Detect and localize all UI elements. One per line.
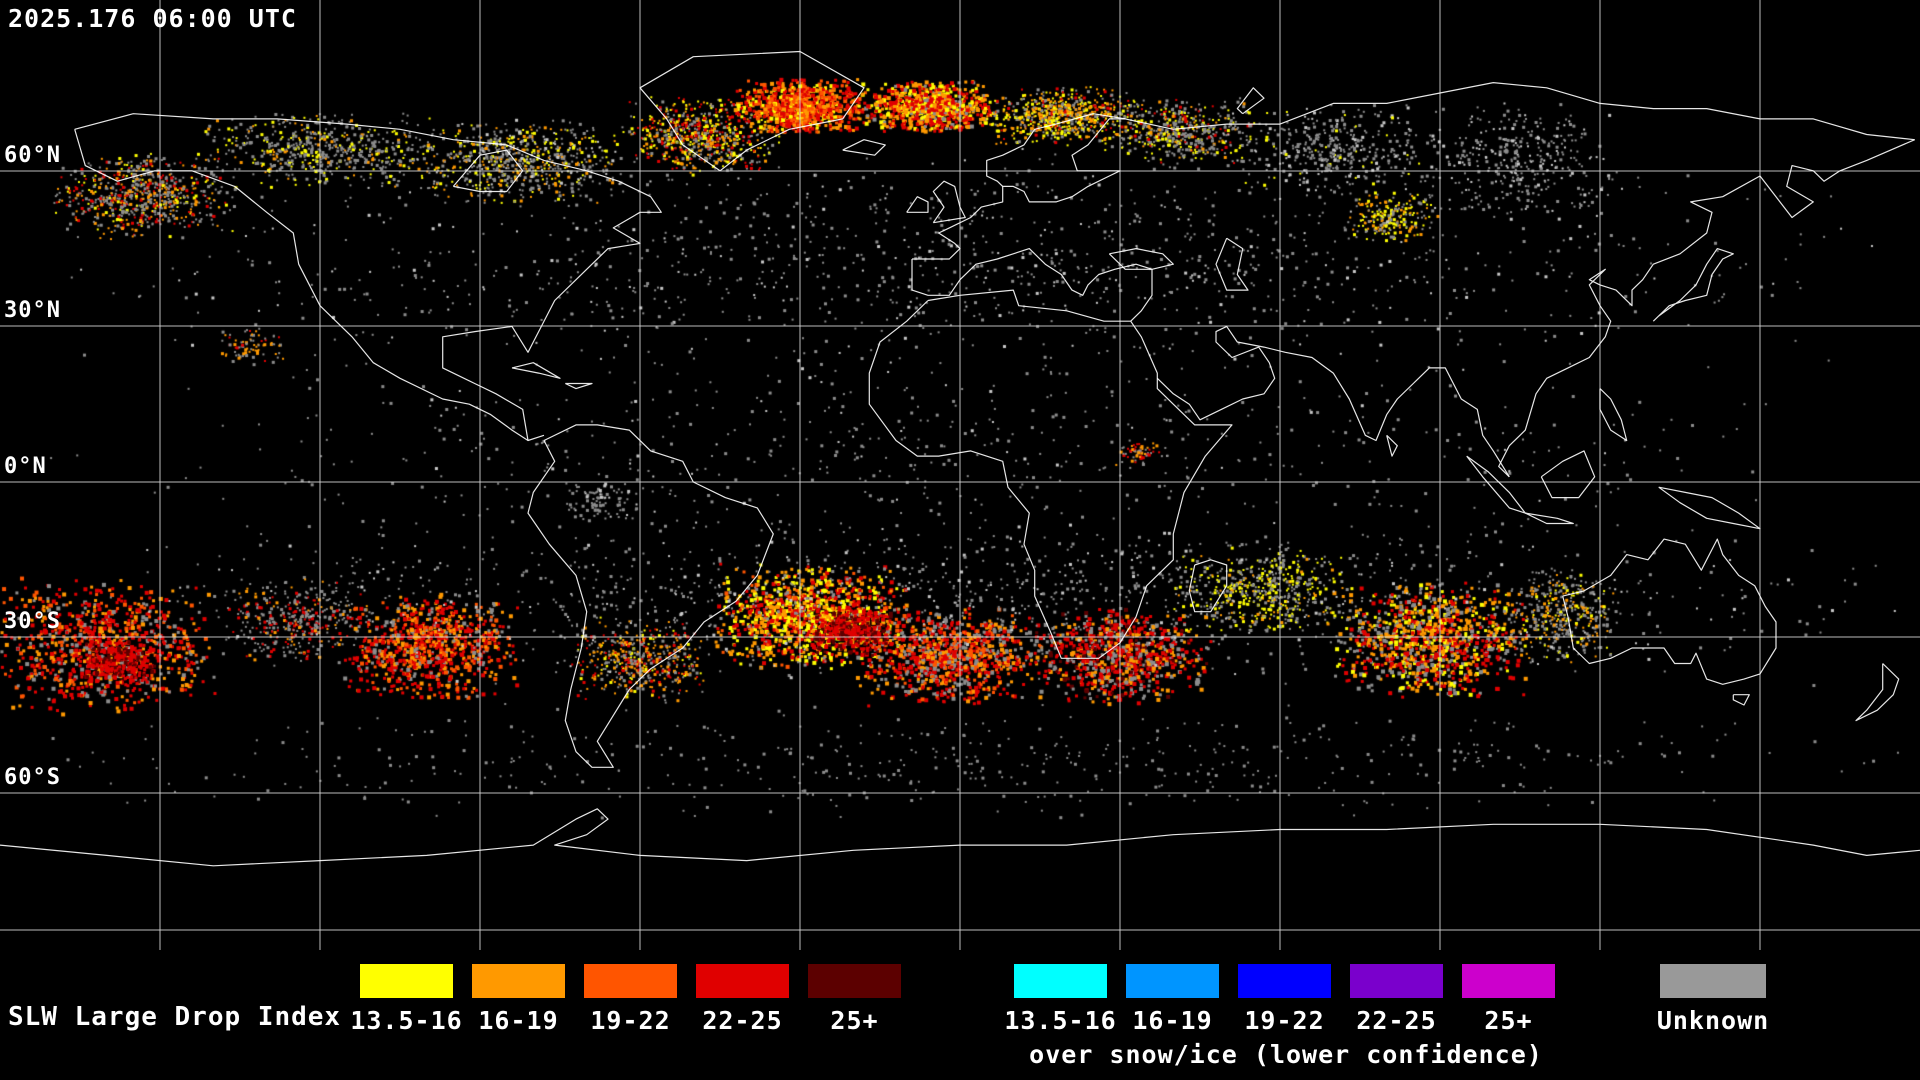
legend-item: 22-25 bbox=[1350, 964, 1443, 1035]
legend-swatch bbox=[696, 964, 789, 998]
legend-range-label: 25+ bbox=[1484, 1006, 1533, 1035]
legend-swatch bbox=[472, 964, 565, 998]
legend-item: 13.5-16 bbox=[350, 964, 462, 1035]
legend-snow-caption: over snow/ice (lower confidence) bbox=[1029, 1040, 1543, 1069]
legend-item: 19-22 bbox=[1238, 964, 1331, 1035]
legend-swatch bbox=[584, 964, 677, 998]
legend-range-label: 22-25 bbox=[1356, 1006, 1437, 1035]
legend-item: 25+ bbox=[1462, 964, 1555, 1035]
legend-swatch bbox=[1014, 964, 1107, 998]
legend-range-label: 13.5-16 bbox=[350, 1006, 463, 1035]
legend-swatch bbox=[1238, 964, 1331, 998]
legend-unknown-swatch bbox=[1660, 964, 1766, 998]
legend-range-label: 16-19 bbox=[478, 1006, 559, 1035]
legend-swatch bbox=[360, 964, 453, 998]
lat-label: 30°N bbox=[4, 298, 61, 323]
legend-unknown-label: Unknown bbox=[1656, 1006, 1770, 1035]
legend-range-label: 16-19 bbox=[1132, 1006, 1213, 1035]
legend-item: 13.5-16 bbox=[1004, 964, 1116, 1035]
legend-swatch bbox=[1462, 964, 1555, 998]
world-map bbox=[0, 0, 1920, 950]
lat-label: 60°N bbox=[4, 143, 61, 168]
legend-unknown: Unknown bbox=[1656, 964, 1770, 1035]
legend-range-label: 19-22 bbox=[1244, 1006, 1325, 1035]
timestamp: 2025.176 06:00 UTC bbox=[8, 4, 297, 33]
legend-swatch bbox=[1350, 964, 1443, 998]
legend-swatch bbox=[808, 964, 901, 998]
legend-range-label: 22-25 bbox=[702, 1006, 783, 1035]
legend-item: 16-19 bbox=[472, 964, 565, 1035]
legend-item: 25+ bbox=[808, 964, 901, 1035]
legend-group-snow: 13.5-16 16-19 19-22 22-25 25+ bbox=[1004, 964, 1555, 1035]
legend-item: 19-22 bbox=[584, 964, 677, 1035]
legend-group-normal: 13.5-16 16-19 19-22 22-25 25+ bbox=[350, 964, 901, 1035]
lat-label: 60°S bbox=[4, 765, 61, 790]
legend-item: 16-19 bbox=[1126, 964, 1219, 1035]
legend-swatch bbox=[1126, 964, 1219, 998]
legend-item: 22-25 bbox=[696, 964, 789, 1035]
legend-range-label: 13.5-16 bbox=[1004, 1006, 1117, 1035]
legend-title: SLW Large Drop Index bbox=[8, 1002, 342, 1032]
legend-range-label: 19-22 bbox=[590, 1006, 671, 1035]
lat-label: 30°S bbox=[4, 609, 61, 634]
legend-range-label: 25+ bbox=[830, 1006, 879, 1035]
lat-label: 0°N bbox=[4, 454, 47, 479]
